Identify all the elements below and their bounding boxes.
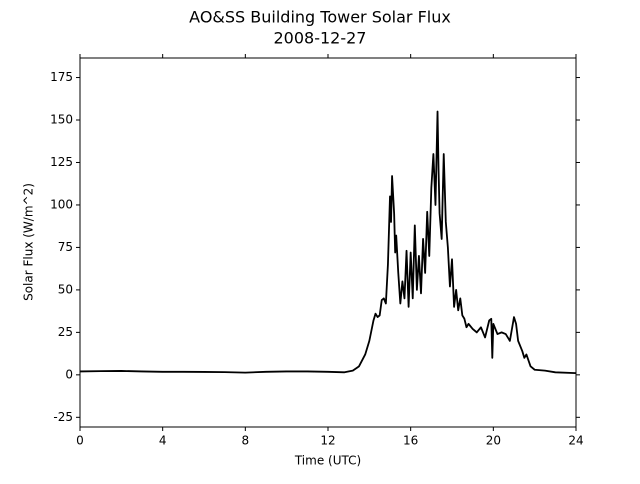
- x-tick-label: 0: [76, 434, 84, 448]
- chart-subtitle: 2008-12-27: [274, 29, 367, 48]
- chart-title: AO&SS Building Tower Solar Flux: [189, 8, 451, 27]
- x-tick-label: 8: [242, 434, 250, 448]
- y-tick-label: 50: [58, 282, 73, 296]
- x-tick-label: 4: [159, 434, 167, 448]
- y-axis-label: Solar Flux (W/m^2): [22, 183, 36, 301]
- x-tick-label: 12: [320, 434, 335, 448]
- y-tick-label: 25: [58, 325, 73, 339]
- y-tick-label: -25: [53, 410, 73, 424]
- y-tick-label: 175: [50, 70, 73, 84]
- x-tick-label: 24: [568, 434, 583, 448]
- x-axis-label: Time (UTC): [294, 454, 361, 468]
- y-tick-label: 150: [50, 113, 73, 127]
- y-tick-label: 100: [50, 197, 73, 211]
- x-tick-label: 16: [403, 434, 418, 448]
- data-line: [79, 110, 577, 375]
- y-tick-label: 75: [58, 240, 73, 254]
- x-tick-label: 20: [486, 434, 501, 448]
- y-tick-label: 0: [65, 367, 73, 381]
- y-tick-label: 125: [50, 155, 73, 169]
